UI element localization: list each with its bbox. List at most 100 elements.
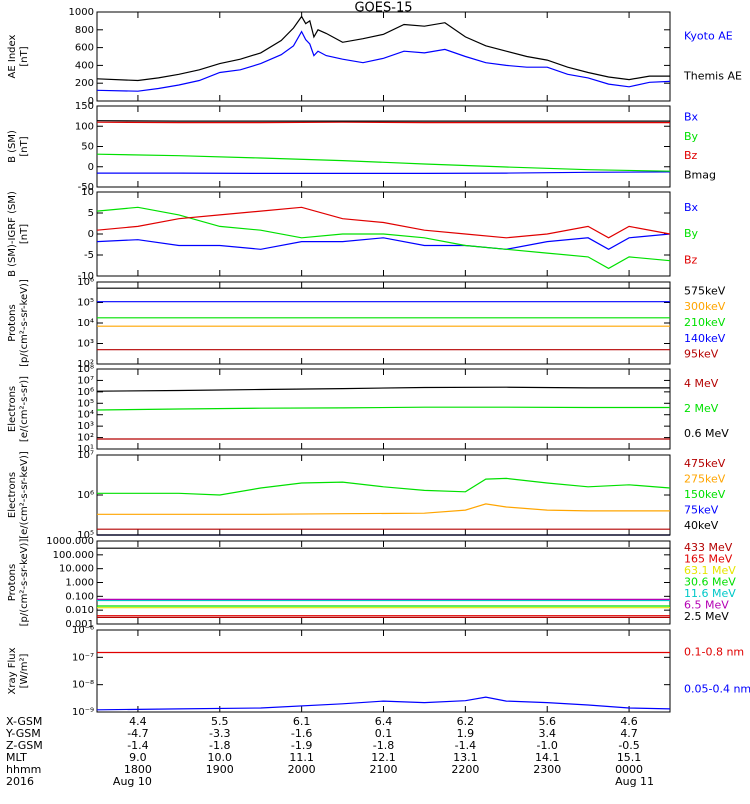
y-tick-label: 800 [75,25,94,36]
y-tick-label: 100.000 [53,550,94,561]
legend-entry: 75keV [684,503,719,516]
y-tick-label: 10⁻⁷ [72,652,94,663]
y-tick-label: 0.010 [65,605,94,616]
y-tick-label: 10⁷ [77,375,94,386]
ephemeris-row-label: 2016 [6,775,34,788]
y-tick-label: 150 [75,101,94,112]
y-tick-label: 10⁻⁶ [72,625,94,636]
y-tick-label: -5 [84,250,94,261]
y-axis-label: [nT] [19,224,30,244]
series-line [97,32,670,92]
series-line [97,154,670,171]
legend-entry: Kyoto AE [684,29,733,42]
ephemeris-value: Aug 10 [113,775,152,788]
series-line [97,387,670,391]
series-line [97,234,670,249]
y-tick-label: 10.000 [59,564,94,575]
y-axis-label: Electrons [7,472,18,518]
legend-entry: 0.6 MeV [684,427,729,440]
y-tick-label: 0 [88,162,94,173]
legend-entry: 95keV [684,348,719,361]
legend-entry: Themis AE [683,70,742,83]
y-tick-label: 200 [75,78,94,89]
y-axis-label: [W/m²] [19,653,30,688]
legend-entry: 4 MeV [684,377,719,390]
y-tick-label: 10⁶ [77,387,94,398]
y-tick-label: 10² [77,433,94,444]
legend-entry: By [684,130,699,143]
y-axis-label: [e/(cm²-s-sr-keV)] [19,451,30,539]
legend-entry: 2.5 MeV [684,610,729,623]
y-tick-label: 10 [81,187,94,198]
legend-entry: 575keV [684,284,726,297]
ephemeris-value: 1900 [206,763,234,776]
legend-entry: Bx [684,201,699,214]
legend-entry: Bx [684,111,699,124]
ephemeris-value: Aug 11 [615,775,654,788]
y-tick-label: 10⁷ [77,450,94,461]
legend-entry: 150keV [684,488,726,501]
legend-entry: 475keV [684,457,726,470]
y-tick-label: 10⁶ [77,277,94,288]
y-tick-label: 0 [88,229,94,240]
series-line [97,17,670,81]
legend-entry: 210keV [684,316,726,329]
y-axis-label: B (SM)-IGRF (SM) [7,191,18,277]
y-axis-label: [e/(cm²-s-sr)] [19,376,30,442]
legend-entry: 275keV [684,473,726,486]
y-tick-label: 10⁻⁸ [72,680,94,691]
legend-entry: Bz [684,253,698,266]
legend-entry: 0.05-0.4 nm [684,683,750,696]
y-tick-label: 50 [81,142,94,153]
y-tick-label: 100 [75,121,94,132]
legend-entry: 0.1-0.8 nm [684,645,744,658]
ephemeris-value: 2200 [451,763,479,776]
panel-frame-electrons_kev [97,455,670,535]
y-tick-label: 10⁵ [77,398,94,409]
legend-entry: 300keV [684,300,726,313]
y-tick-label: 10³ [77,421,94,432]
legend-entry: 40keV [684,519,719,532]
legend-entry: Bmag [684,168,716,181]
y-tick-label: 600 [75,43,94,54]
y-tick-label: 10³ [77,339,94,350]
y-axis-label: B (SM) [7,130,18,163]
ephemeris-value: 2000 [288,763,316,776]
legend-entry: Bz [684,149,698,162]
panel-frame-bfield [97,106,670,187]
series-line [97,504,670,514]
y-tick-label: 10⁴ [77,410,94,421]
y-tick-label: 1.000 [65,578,94,589]
legend-entry: 2 MeV [684,402,719,415]
panel-frame-xray [97,630,670,712]
y-axis-label: Xray Flux [7,647,18,694]
panel-frame-protons [97,282,670,364]
y-axis-label: AE Index [7,34,18,78]
y-tick-label: 10⁻⁹ [72,707,94,718]
series-line [97,172,670,174]
y-tick-label: 1000.000 [46,536,94,547]
legend-entry: 140keV [684,332,726,345]
series-line [97,478,670,495]
panel-frame-ae [97,12,670,101]
y-tick-label: 5 [88,208,94,219]
ephemeris-value: 2300 [533,763,561,776]
legend-entry: By [684,227,699,240]
y-axis-label: Protons [7,564,18,601]
y-axis-label: Protons [7,304,18,341]
y-axis-label: [p/(cm²-s-sr-keV)] [19,279,30,367]
series-line [97,407,670,410]
y-axis-label: [nT] [19,136,30,156]
series-line [97,207,670,238]
y-tick-label: 10⁸ [77,364,94,375]
y-axis-label: [nT] [19,46,30,66]
ephemeris-value: 2100 [370,763,398,776]
panel-frame-protons_mev [97,541,670,624]
y-axis-label: Electrons [7,386,18,432]
y-tick-label: 1000 [69,7,94,18]
y-tick-label: 10⁶ [77,490,94,501]
y-tick-label: 10⁵ [77,298,94,309]
y-tick-label: 10⁴ [77,318,94,329]
